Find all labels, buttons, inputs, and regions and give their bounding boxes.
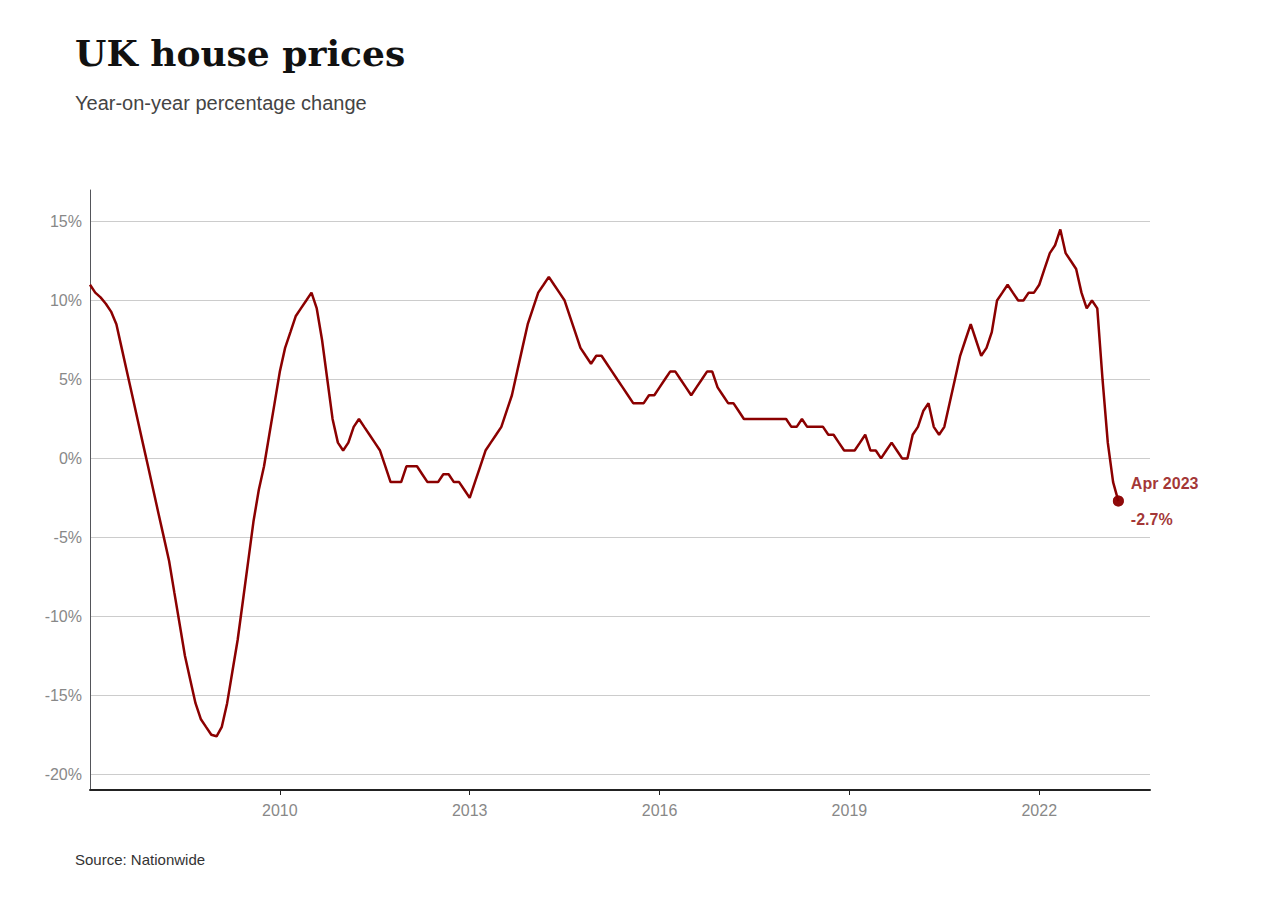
svg-text:2022: 2022 — [1021, 802, 1057, 819]
svg-text:Source: Nationwide: Source: Nationwide — [75, 851, 205, 868]
svg-text:Year-on-year percentage change: Year-on-year percentage change — [75, 92, 367, 114]
svg-text:-20%: -20% — [45, 766, 82, 783]
svg-text:2013: 2013 — [452, 802, 488, 819]
svg-text:-10%: -10% — [45, 608, 82, 625]
svg-text:0%: 0% — [59, 450, 82, 467]
svg-text:2010: 2010 — [262, 802, 298, 819]
svg-text:2019: 2019 — [832, 802, 868, 819]
svg-text:UK house prices: UK house prices — [75, 32, 405, 74]
svg-text:10%: 10% — [50, 292, 82, 309]
svg-text:Apr 2023: Apr 2023 — [1131, 475, 1199, 492]
svg-text:-5%: -5% — [54, 529, 82, 546]
svg-text:5%: 5% — [59, 371, 82, 388]
svg-text:15%: 15% — [50, 213, 82, 230]
svg-text:-2.7%: -2.7% — [1131, 511, 1173, 528]
svg-text:2016: 2016 — [642, 802, 678, 819]
svg-text:-15%: -15% — [45, 687, 82, 704]
